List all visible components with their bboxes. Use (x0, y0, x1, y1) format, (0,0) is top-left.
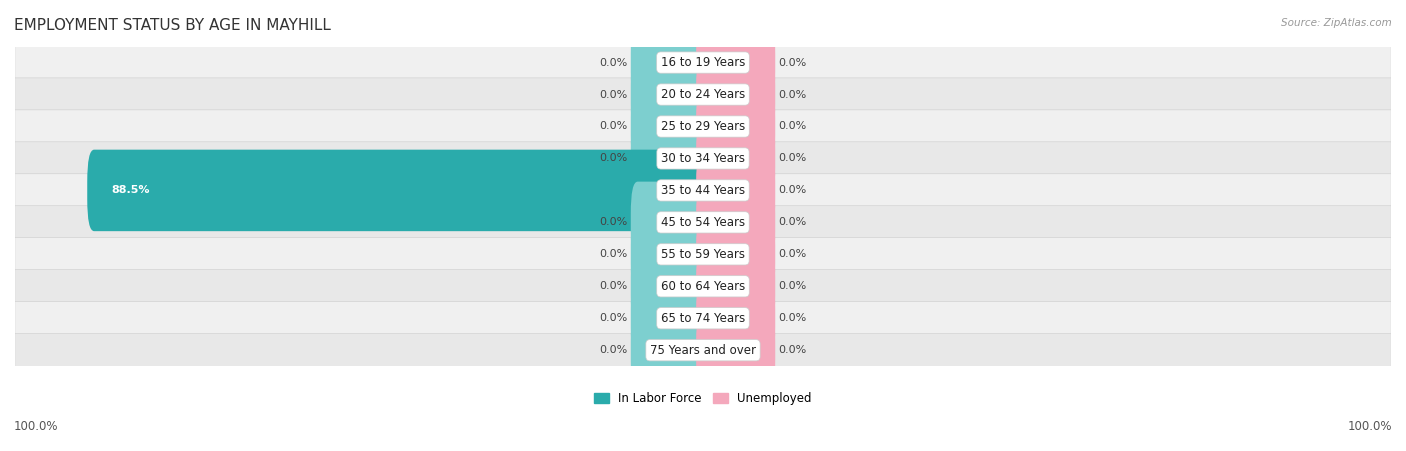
FancyBboxPatch shape (696, 54, 775, 135)
Text: 0.0%: 0.0% (599, 121, 627, 132)
Text: 0.0%: 0.0% (779, 121, 807, 132)
FancyBboxPatch shape (15, 270, 1391, 303)
Text: 16 to 19 Years: 16 to 19 Years (661, 56, 745, 69)
FancyBboxPatch shape (15, 142, 1391, 175)
Text: 60 to 64 Years: 60 to 64 Years (661, 280, 745, 293)
FancyBboxPatch shape (15, 110, 1391, 143)
Text: 0.0%: 0.0% (779, 217, 807, 227)
FancyBboxPatch shape (631, 86, 710, 167)
FancyBboxPatch shape (696, 277, 775, 359)
Text: 55 to 59 Years: 55 to 59 Years (661, 248, 745, 261)
Text: 65 to 74 Years: 65 to 74 Years (661, 312, 745, 325)
Text: 100.0%: 100.0% (14, 420, 59, 433)
FancyBboxPatch shape (631, 277, 710, 359)
FancyBboxPatch shape (15, 78, 1391, 111)
Text: 0.0%: 0.0% (599, 58, 627, 68)
Text: 35 to 44 Years: 35 to 44 Years (661, 184, 745, 197)
FancyBboxPatch shape (15, 174, 1391, 207)
Text: 88.5%: 88.5% (111, 185, 150, 195)
Text: 0.0%: 0.0% (779, 185, 807, 195)
FancyBboxPatch shape (15, 46, 1391, 79)
FancyBboxPatch shape (696, 182, 775, 263)
Text: 0.0%: 0.0% (599, 89, 627, 100)
FancyBboxPatch shape (631, 118, 710, 199)
Text: 0.0%: 0.0% (779, 345, 807, 355)
FancyBboxPatch shape (15, 238, 1391, 271)
FancyBboxPatch shape (631, 22, 710, 103)
FancyBboxPatch shape (15, 302, 1391, 335)
FancyBboxPatch shape (696, 150, 775, 231)
Text: 0.0%: 0.0% (599, 217, 627, 227)
Text: 75 Years and over: 75 Years and over (650, 344, 756, 357)
Text: 0.0%: 0.0% (599, 313, 627, 323)
Text: 0.0%: 0.0% (599, 153, 627, 163)
FancyBboxPatch shape (696, 86, 775, 167)
FancyBboxPatch shape (631, 214, 710, 295)
Text: 0.0%: 0.0% (779, 313, 807, 323)
Text: 30 to 34 Years: 30 to 34 Years (661, 152, 745, 165)
FancyBboxPatch shape (87, 150, 710, 231)
Text: EMPLOYMENT STATUS BY AGE IN MAYHILL: EMPLOYMENT STATUS BY AGE IN MAYHILL (14, 18, 330, 33)
FancyBboxPatch shape (696, 118, 775, 199)
FancyBboxPatch shape (631, 309, 710, 391)
Text: 0.0%: 0.0% (779, 153, 807, 163)
Legend: In Labor Force, Unemployed: In Labor Force, Unemployed (595, 392, 811, 405)
FancyBboxPatch shape (631, 54, 710, 135)
Text: 0.0%: 0.0% (779, 249, 807, 259)
FancyBboxPatch shape (631, 245, 710, 327)
FancyBboxPatch shape (696, 22, 775, 103)
FancyBboxPatch shape (696, 309, 775, 391)
FancyBboxPatch shape (696, 245, 775, 327)
Text: 25 to 29 Years: 25 to 29 Years (661, 120, 745, 133)
Text: 100.0%: 100.0% (1347, 420, 1392, 433)
Text: 0.0%: 0.0% (779, 281, 807, 291)
FancyBboxPatch shape (15, 206, 1391, 239)
Text: 0.0%: 0.0% (779, 58, 807, 68)
FancyBboxPatch shape (696, 214, 775, 295)
FancyBboxPatch shape (15, 334, 1391, 367)
Text: 0.0%: 0.0% (779, 89, 807, 100)
Text: 0.0%: 0.0% (599, 249, 627, 259)
Text: 0.0%: 0.0% (599, 281, 627, 291)
Text: 45 to 54 Years: 45 to 54 Years (661, 216, 745, 229)
Text: 0.0%: 0.0% (599, 345, 627, 355)
Text: 20 to 24 Years: 20 to 24 Years (661, 88, 745, 101)
FancyBboxPatch shape (631, 182, 710, 263)
Text: Source: ZipAtlas.com: Source: ZipAtlas.com (1281, 18, 1392, 28)
